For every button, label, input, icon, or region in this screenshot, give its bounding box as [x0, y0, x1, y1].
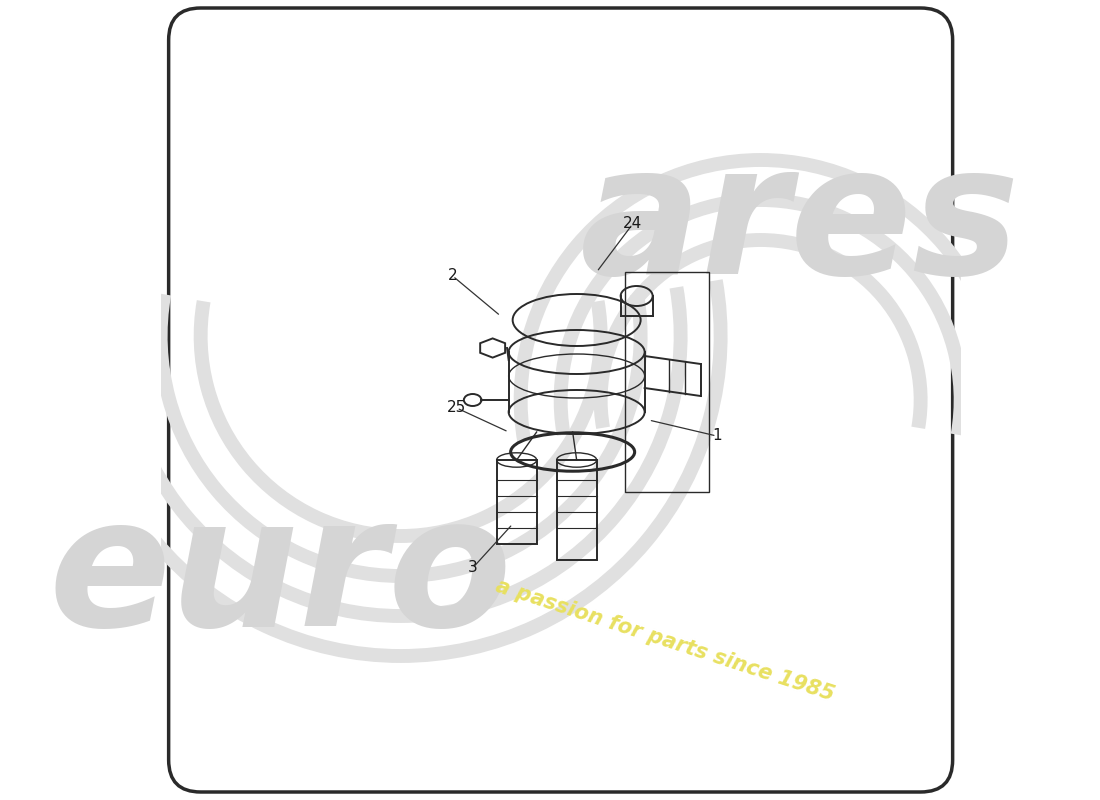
- Text: a passion for parts since 1985: a passion for parts since 1985: [493, 576, 836, 704]
- Text: euro: euro: [48, 488, 513, 664]
- Text: 24: 24: [623, 217, 642, 231]
- Text: ares: ares: [581, 136, 1021, 312]
- Text: 3: 3: [468, 561, 477, 575]
- Text: 2: 2: [448, 269, 458, 283]
- Text: 25: 25: [447, 401, 466, 415]
- FancyBboxPatch shape: [168, 8, 953, 792]
- Text: 1: 1: [712, 429, 722, 443]
